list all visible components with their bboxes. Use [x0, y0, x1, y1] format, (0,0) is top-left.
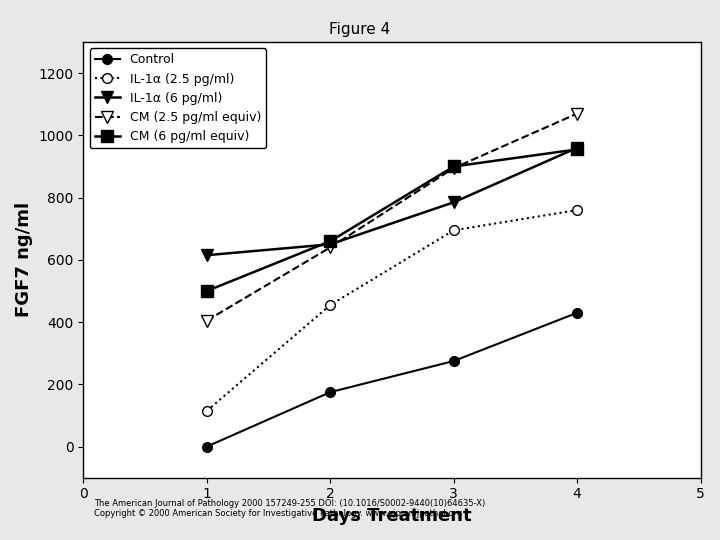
Text: Figure 4: Figure 4	[329, 22, 391, 37]
Line: IL-1α (2.5 pg/ml): IL-1α (2.5 pg/ml)	[202, 205, 582, 416]
Y-axis label: FGF7 ng/ml: FGF7 ng/ml	[15, 202, 33, 318]
CM (2.5 pg/ml equiv)	[202, 318, 211, 324]
Line: CM (2.5 pg/ml equiv): CM (2.5 pg/ml equiv)	[201, 107, 583, 327]
CM (6 pg/ml equiv)	[326, 238, 335, 245]
Text: The American Journal of Pathology 2000 157249-255 DOI: (10.1016/S0002-9440(10)64: The American Journal of Pathology 2000 1…	[94, 499, 485, 518]
IL-1α (2.5 pg/ml)	[202, 408, 211, 414]
CM (6 pg/ml equiv)	[449, 163, 458, 170]
IL-1α (6 pg/ml)	[573, 145, 582, 151]
Control	[449, 358, 458, 365]
Line: Control: Control	[202, 308, 582, 451]
IL-1α (2.5 pg/ml)	[326, 302, 335, 308]
X-axis label: Days Treatment: Days Treatment	[312, 507, 472, 525]
CM (6 pg/ml equiv)	[202, 288, 211, 294]
Legend: Control, IL-1α (2.5 pg/ml), IL-1α (6 pg/ml), CM (2.5 pg/ml equiv), CM (6 pg/ml e: Control, IL-1α (2.5 pg/ml), IL-1α (6 pg/…	[90, 48, 266, 148]
CM (2.5 pg/ml equiv)	[326, 244, 335, 251]
Line: CM (6 pg/ml equiv): CM (6 pg/ml equiv)	[202, 144, 582, 296]
CM (2.5 pg/ml equiv)	[573, 110, 582, 117]
CM (6 pg/ml equiv)	[573, 146, 582, 153]
Control	[202, 443, 211, 450]
IL-1α (6 pg/ml)	[326, 241, 335, 247]
Line: IL-1α (6 pg/ml): IL-1α (6 pg/ml)	[202, 142, 582, 261]
Control	[573, 309, 582, 316]
CM (2.5 pg/ml equiv)	[449, 165, 458, 171]
IL-1α (2.5 pg/ml)	[573, 207, 582, 213]
IL-1α (6 pg/ml)	[449, 199, 458, 206]
IL-1α (6 pg/ml)	[202, 252, 211, 259]
IL-1α (2.5 pg/ml)	[449, 227, 458, 233]
Control	[326, 389, 335, 395]
